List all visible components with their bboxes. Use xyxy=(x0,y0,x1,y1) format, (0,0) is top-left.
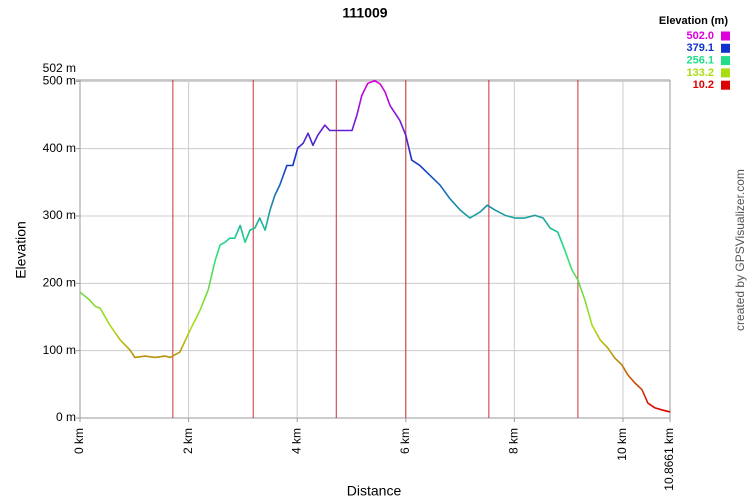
legend-swatch xyxy=(721,68,730,78)
y-axis-title: Elevation xyxy=(13,221,29,279)
y-tick-label: 200 m xyxy=(43,276,76,290)
legend-label: 256.1 xyxy=(686,55,714,67)
legend-label: 502.0 xyxy=(686,30,714,42)
x-axis-title: Distance xyxy=(347,483,402,499)
legend-swatch xyxy=(721,56,730,66)
x-tick-label: 0 km xyxy=(72,428,86,454)
legend-label: 10.2 xyxy=(693,79,714,91)
x-tick-label: 8 km xyxy=(507,428,521,454)
elevation-line xyxy=(79,79,671,413)
y-tick-label: 400 m xyxy=(43,141,76,155)
y-tick-label: 500 m xyxy=(43,74,76,88)
legend-label: 379.1 xyxy=(686,42,714,54)
y-tick-label: 502 m xyxy=(43,61,76,75)
y-tick-label: 300 m xyxy=(43,208,76,222)
legend-swatch xyxy=(721,31,730,41)
x-tick-label: 10 km xyxy=(615,428,629,461)
legend-title: Elevation (m) xyxy=(659,15,728,27)
x-tick-label: 4 km xyxy=(289,428,303,454)
x-tick-label: 2 km xyxy=(181,428,195,454)
legend-swatch xyxy=(721,43,730,53)
chart-title: 111009 xyxy=(342,5,387,21)
credit: created by GPSVisualizer.com xyxy=(733,169,747,331)
legend-label: 133.2 xyxy=(686,67,714,79)
y-tick-label: 0 m xyxy=(56,410,76,424)
y-tick-label: 100 m xyxy=(43,343,76,357)
x-tick-label: 6 km xyxy=(398,428,412,454)
x-tick-label: 10.8661 km xyxy=(662,428,676,491)
legend-swatch xyxy=(721,80,730,90)
